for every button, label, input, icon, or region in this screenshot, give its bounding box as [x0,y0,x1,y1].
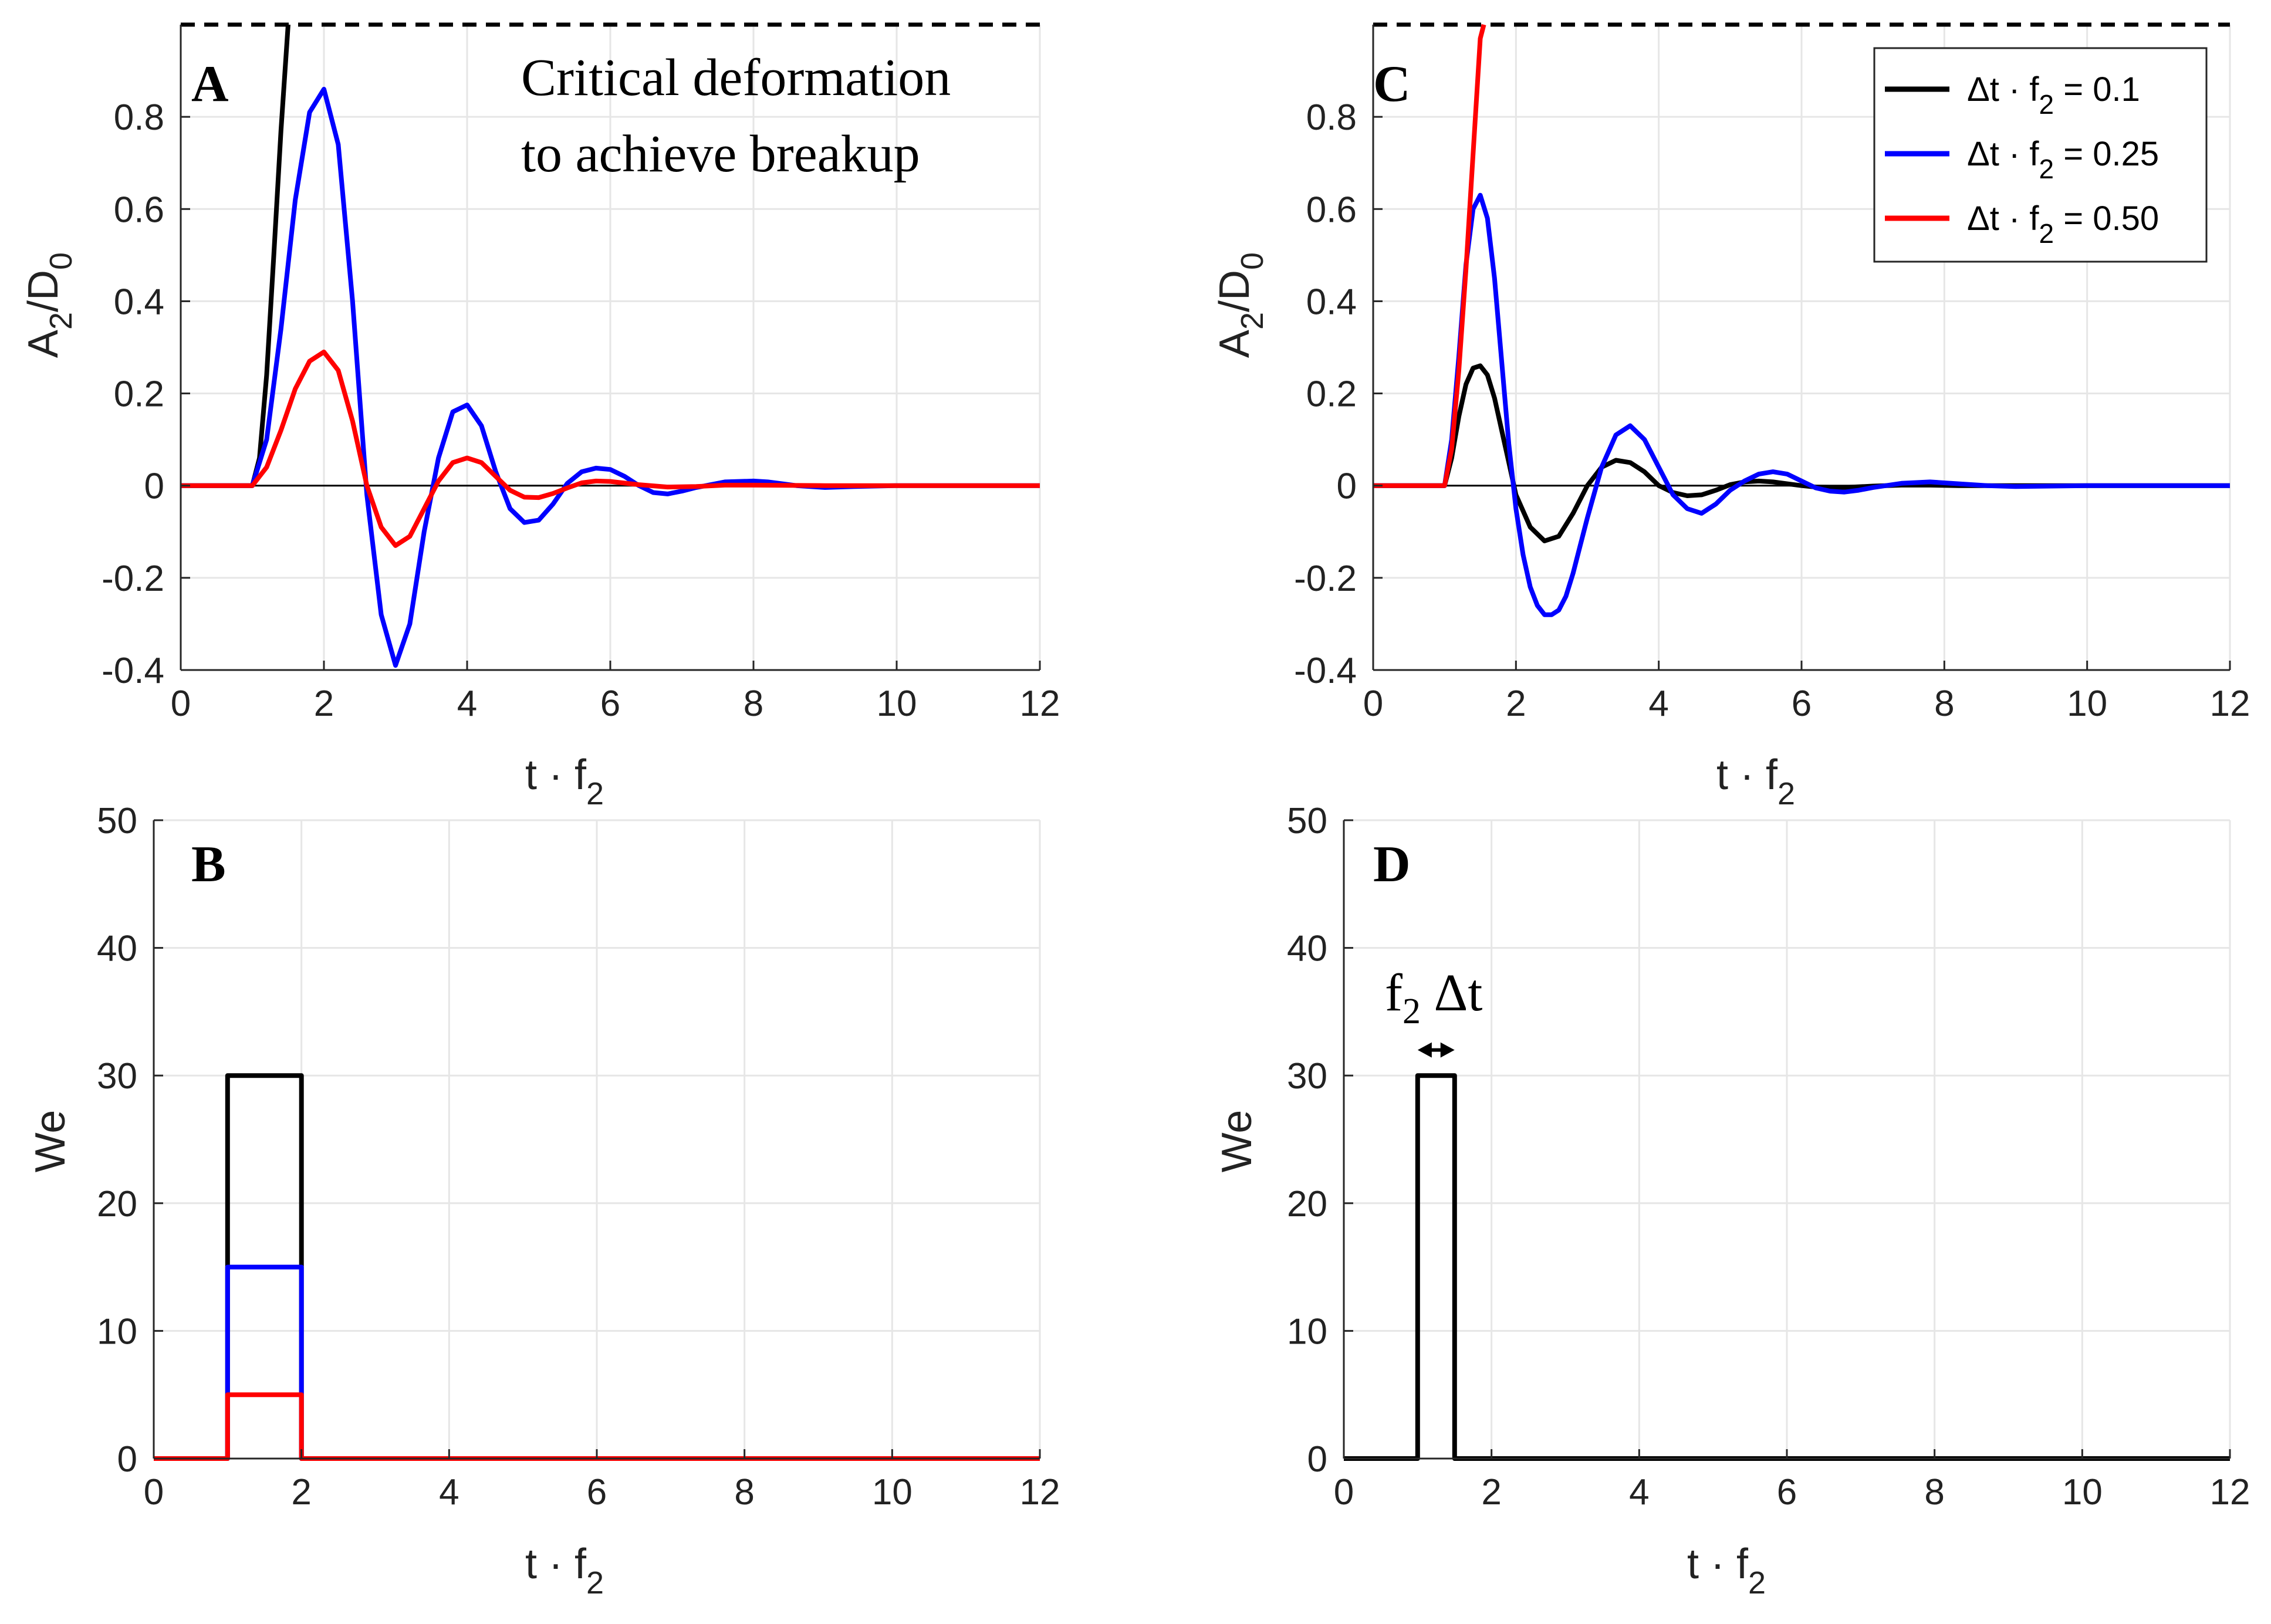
panel-c-legend: Δt · f2 = 0.1 Δt · f2 = 0.25 Δt · f2 = 0… [1873,47,2208,263]
panel-d-ytick-label: 50 [1287,801,1327,841]
panel-b-xtick-label: 4 [439,1472,459,1513]
panel-c-ytick-label: 0.8 [1306,97,1357,138]
panel-a-xtick-label: 0 [171,684,191,724]
panel-c-ytick-label: 0 [1337,466,1357,507]
panel-b-xtick-label: 0 [144,1472,164,1513]
panel-a-ytick-label: 0 [144,466,164,507]
panel-b-xtick-label: 10 [872,1472,913,1513]
panel-b-ytick-label: 50 [97,801,137,841]
panel-a-xtick-label: 12 [1020,684,1060,724]
panel-d-labels: D f2 Δt t · f2 We [1214,836,1766,1601]
panel-a-labels: A Critical deformation to achieve breaku… [20,49,951,811]
panel-a-annotation-line2: to achieve breakup [521,125,920,183]
panel-c-ytick-label: 0.2 [1306,374,1357,415]
panel-a-ytick-label: 0.2 [114,374,164,415]
panel-c-axes: 0 2 4 6 8 10 12 -0.4 -0.2 0 0.2 0.4 0.6 0.8 [1294,25,2250,724]
panel-a-annotation-line1: Critical deformation [521,49,951,107]
panel-c-labels: C t · f2 A2/D0 [1211,56,1795,811]
panel-b-xtick-label: 6 [587,1472,607,1513]
panel-c-xtick-label: 2 [1506,684,1526,724]
panel-d-xtick-label: 8 [1924,1472,1944,1513]
panel-b-letter: B [191,836,226,893]
panel-c-letter: C [1373,56,1411,113]
panel-c-xtick-label: 0 [1363,684,1383,724]
panel-d: 0 2 4 6 8 10 12 0 10 20 30 40 50 D f2 Δt t · f2 We [1214,801,2250,1601]
panel-a-ytick-label: 0.6 [114,190,164,230]
panel-a-axes: 0 2 4 6 8 10 12 -0.4 -0.2 0 0.2 0.4 0.6 0.8 [102,25,1060,724]
panel-c-series [1373,22,2230,617]
panel-a-letter: A [191,56,229,113]
panel-d-xtick-label: 10 [2062,1472,2103,1513]
legend-entry-3: Δt · f2 = 0.50 [1967,199,2159,249]
legend-entry-2: Δt · f2 = 0.25 [1967,135,2159,184]
panel-a-xtick-label: 4 [457,684,477,724]
panel-a-series-2 [181,87,1040,668]
pulse-width-arrowhead-right [1440,1042,1455,1058]
panel-a-ytick-label: 0.8 [114,97,164,138]
panel-a-xtick-label: 2 [314,684,334,724]
panel-d-xtick-label: 12 [2210,1472,2250,1513]
panel-d-ytick-label: 20 [1287,1184,1327,1224]
panel-c-xtick-label: 4 [1648,684,1668,724]
panel-c-series-2 [1373,192,2230,617]
panel-b-xtick-label: 12 [1020,1472,1060,1513]
panel-c-ytick-label: -0.4 [1294,651,1357,691]
panel-c-ytick-label: 0.4 [1306,282,1357,322]
panel-d-ytick-label: 10 [1287,1311,1327,1352]
panel-c-grid [1372,25,2231,671]
pulse-width-arrowhead-left [1417,1042,1432,1058]
panel-d-annotation: f2 Δt [1385,964,1482,1031]
panel-c-ytick-label: -0.2 [1294,559,1357,599]
panel-d-letter: D [1373,836,1411,893]
panel-d-xtick-label: 0 [1334,1472,1354,1513]
panel-c: 0 2 4 6 8 10 12 -0.4 -0.2 0 0.2 0.4 0.6 0.8 C t · f2 … [1211,22,2250,811]
panel-c-series-1 [1373,363,2230,543]
panel-c-ylabel: A2/D0 [1211,252,1270,358]
panel-b-ytick-label: 10 [97,1311,137,1352]
panel-c-xtick-label: 12 [2210,684,2250,724]
panel-b-ylabel: We [27,1110,74,1173]
panel-d-ytick-label: 30 [1287,1056,1327,1097]
panel-b-axes: 0 2 4 6 8 10 12 0 10 20 30 40 50 [97,801,1060,1513]
panel-d-xtick-label: 6 [1777,1472,1797,1513]
panel-c-series-3 [1373,23,1486,488]
panel-a-xtick-label: 8 [744,684,763,724]
panel-a-series-3 [181,349,1040,548]
panel-b-xtick-label: 2 [291,1472,311,1513]
panel-c-xtick-label: 8 [1934,684,1954,724]
panel-d-xtick-label: 2 [1481,1472,1501,1513]
panel-d-xtick-label: 4 [1629,1472,1649,1513]
panel-c-xtick-label: 10 [2067,684,2107,724]
panel-a-ylabel: A2/D0 [20,252,79,358]
panel-a-ytick-label: -0.2 [102,559,164,599]
panel-b-xtick-label: 8 [734,1472,754,1513]
panel-a-series [181,22,1040,668]
panel-b-xlabel: t · f2 [525,1541,604,1601]
panel-b: 0 2 4 6 8 10 12 0 10 20 30 40 50 B t · f2 We [27,801,1060,1601]
panel-d-axes: 0 2 4 6 8 10 12 0 10 20 30 40 50 [1287,801,2250,1513]
panel-b-labels: B t · f2 We [27,836,604,1601]
panel-d-ytick-label: 0 [1307,1439,1327,1480]
panel-c-xlabel: t · f2 [1716,752,1795,811]
panel-a-xtick-label: 6 [600,684,620,724]
panel-b-ytick-label: 20 [97,1184,137,1224]
panel-a-xtick-label: 10 [877,684,917,724]
panel-b-ytick-label: 0 [117,1439,137,1480]
panel-a-xlabel: t · f2 [525,752,604,811]
panel-d-xlabel: t · f2 [1687,1541,1766,1601]
panel-d-ylabel: We [1214,1110,1260,1173]
legend-entry-1: Δt · f2 = 0.1 [1967,70,2140,120]
panel-a-ytick-label: 0.4 [114,282,164,322]
panel-a: 0 2 4 6 8 10 12 -0.4 -0.2 0 0.2 0.4 0.6 0.8 A Critica… [20,22,1060,811]
panel-d-ytick-label: 40 [1287,929,1327,969]
panel-b-ytick-label: 30 [97,1056,137,1097]
panel-c-xtick-label: 6 [1792,684,1812,724]
panel-c-ytick-label: 0.6 [1306,190,1357,230]
panel-b-ytick-label: 40 [97,929,137,969]
panel-a-ytick-label: -0.4 [102,651,164,691]
